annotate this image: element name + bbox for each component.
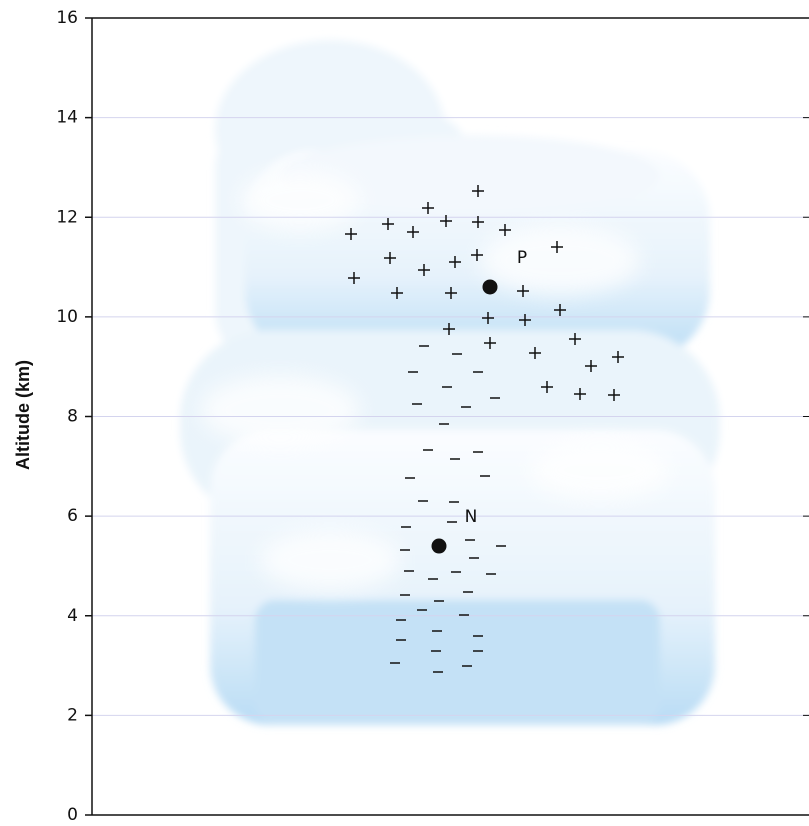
y-tick-label: 14 — [56, 108, 78, 128]
charge-center — [482, 279, 498, 295]
plus-sign — [541, 381, 553, 393]
plus-sign — [574, 388, 586, 400]
y-axis-label: Altitude (km) — [13, 360, 33, 470]
charge-center-label: N — [465, 507, 478, 527]
plus-sign — [585, 360, 597, 372]
plus-sign — [517, 285, 529, 297]
y-tick-label: 12 — [56, 207, 78, 227]
plus-sign — [484, 337, 496, 349]
plus-sign — [440, 215, 452, 227]
plus-sign — [418, 264, 430, 276]
plus-sign — [529, 347, 541, 359]
plus-sign — [554, 304, 566, 316]
plus-sign — [499, 224, 511, 236]
plus-sign — [348, 272, 360, 284]
cloud — [180, 40, 720, 725]
plus-sign — [422, 202, 434, 214]
plus-sign — [391, 287, 403, 299]
plus-sign — [482, 312, 494, 324]
plus-sign — [471, 249, 483, 261]
plus-sign — [472, 185, 484, 197]
plus-sign — [551, 241, 563, 253]
y-tick-label: 10 — [56, 307, 78, 327]
y-tick-label: 4 — [67, 606, 78, 626]
plus-sign — [407, 226, 419, 238]
plus-sign — [519, 314, 531, 326]
plus-sign — [569, 333, 581, 345]
plus-sign — [472, 216, 484, 228]
plus-sign — [382, 218, 394, 230]
charge-center — [431, 538, 447, 554]
plus-sign — [608, 389, 620, 401]
charge-center-label: P — [517, 248, 527, 268]
y-tick-label: 16 — [56, 8, 78, 28]
charge-signs — [345, 185, 624, 673]
y-tick-label: 6 — [67, 506, 78, 526]
y-tick-label: 0 — [67, 805, 78, 825]
y-tick-label: 8 — [67, 407, 78, 427]
plus-sign — [612, 351, 624, 363]
y-tick-label: 2 — [67, 705, 78, 725]
plus-sign — [443, 323, 455, 335]
plus-sign — [445, 287, 457, 299]
plus-sign — [384, 252, 396, 264]
plus-sign — [345, 228, 357, 240]
plus-sign — [449, 256, 461, 268]
